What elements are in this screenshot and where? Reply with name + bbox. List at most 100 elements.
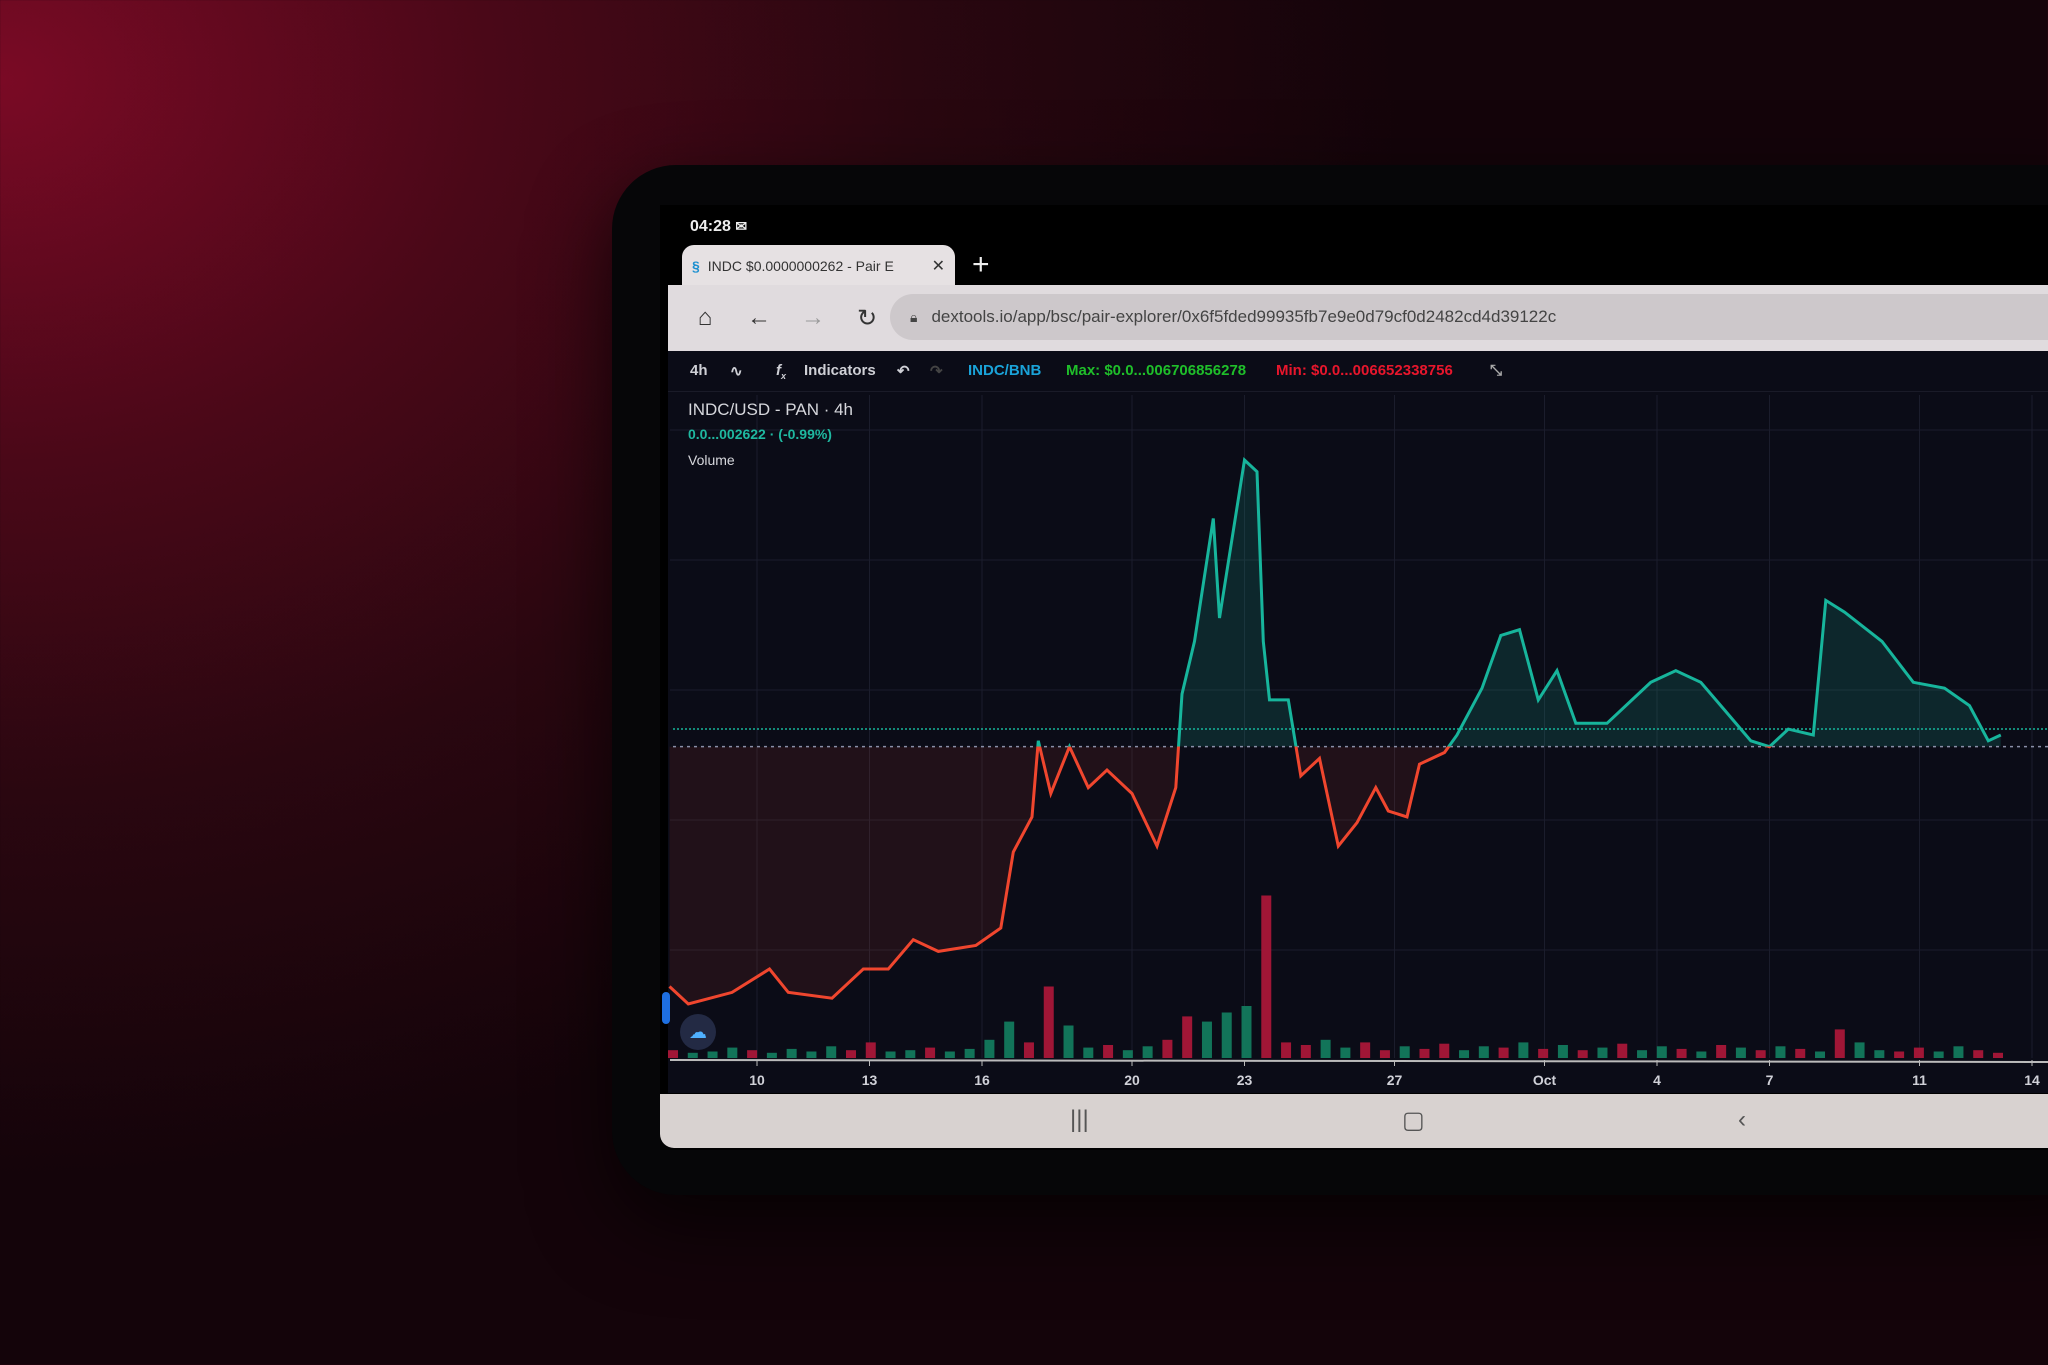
volume-bar bbox=[964, 1048, 975, 1058]
volume-bar bbox=[1973, 1050, 1984, 1058]
x-tick-label: 20 bbox=[1124, 1072, 1140, 1088]
volume-bar bbox=[826, 1046, 837, 1058]
volume-bar bbox=[1004, 1021, 1015, 1058]
volume-bar bbox=[1478, 1046, 1489, 1058]
interval-button[interactable]: 4h bbox=[690, 362, 708, 379]
volume-bar bbox=[1221, 1012, 1232, 1058]
back-chevron-icon[interactable]: ‹ bbox=[1738, 1106, 1746, 1133]
volume-bar bbox=[727, 1047, 738, 1058]
volume-bar bbox=[1281, 1042, 1292, 1058]
volume-bar bbox=[1913, 1047, 1924, 1058]
volume-bar bbox=[1637, 1050, 1648, 1058]
x-tick-label: 10 bbox=[749, 1072, 765, 1088]
volume-bar bbox=[885, 1051, 896, 1058]
x-tick-label: 27 bbox=[1387, 1072, 1403, 1088]
arrow-left-icon[interactable]: ← bbox=[747, 304, 771, 331]
volume-bar bbox=[1755, 1050, 1766, 1058]
volume-bar bbox=[1300, 1045, 1311, 1058]
volume-bar bbox=[1834, 1029, 1845, 1058]
volume-bar bbox=[1122, 1050, 1133, 1058]
volume-bar bbox=[1360, 1042, 1371, 1058]
volume-bar bbox=[1103, 1045, 1114, 1058]
redo-icon[interactable]: ↷ bbox=[930, 363, 943, 380]
volume-bar bbox=[1676, 1048, 1687, 1058]
recents-icon[interactable]: ||| bbox=[1070, 1106, 1089, 1133]
volume-bar bbox=[1815, 1051, 1826, 1058]
volume-bar bbox=[1498, 1047, 1509, 1058]
volume-bar bbox=[1518, 1042, 1529, 1058]
volume-bar bbox=[1320, 1039, 1331, 1058]
x-tick-label: 4 bbox=[1653, 1072, 1661, 1088]
undo-icon[interactable]: ↶ bbox=[897, 363, 910, 380]
volume-bar bbox=[1953, 1046, 1964, 1058]
status-bar: 04:28 ✉ bbox=[690, 218, 747, 236]
volume-bar bbox=[786, 1048, 797, 1058]
volume-bar bbox=[1142, 1046, 1153, 1058]
cloud-icon[interactable]: ☁ bbox=[680, 1014, 716, 1050]
x-tick-label: 16 bbox=[974, 1072, 990, 1088]
collapse-icon[interactable]: ⤡ bbox=[1490, 362, 1503, 379]
volume-bar bbox=[1043, 986, 1054, 1058]
price-line bbox=[668, 456, 2002, 1006]
x-tick-label: 23 bbox=[1237, 1072, 1253, 1088]
home-icon[interactable]: ⌂ bbox=[697, 304, 713, 331]
volume-bar bbox=[1894, 1051, 1905, 1058]
volume-bar bbox=[1241, 1006, 1252, 1058]
legend-title: INDC/USD - PAN · 4h bbox=[688, 400, 853, 419]
volume-bar bbox=[1340, 1047, 1351, 1058]
scroll-handle[interactable] bbox=[662, 992, 670, 1024]
indicators-button[interactable]: Indicators bbox=[804, 362, 876, 379]
volume-bar bbox=[1439, 1043, 1450, 1058]
volume-bar bbox=[1162, 1039, 1173, 1058]
volume-bar bbox=[668, 1050, 678, 1058]
legend-value: 0.0...002622 · (-0.99%) bbox=[688, 426, 832, 442]
volume-bar bbox=[1716, 1045, 1727, 1058]
volume-bar bbox=[1854, 1042, 1865, 1058]
mail-icon: ✉ bbox=[735, 218, 748, 234]
volume-bar bbox=[865, 1042, 876, 1058]
volume-bar bbox=[1617, 1043, 1628, 1058]
volume-bar bbox=[1775, 1046, 1786, 1058]
volume-bar bbox=[1597, 1047, 1608, 1058]
fx-icon[interactable]: fx bbox=[776, 362, 787, 381]
close-icon[interactable]: ✕ bbox=[931, 258, 945, 275]
volume-bar bbox=[1993, 1052, 2003, 1058]
volume-label: Volume bbox=[688, 452, 735, 468]
browser-tab[interactable]: § INDC $0.0000000262 - Pair E ✕ bbox=[682, 245, 955, 287]
home-circle-icon[interactable]: ▢ bbox=[1402, 1107, 1425, 1134]
volume-bar bbox=[845, 1050, 856, 1058]
volume-bar bbox=[1933, 1051, 1944, 1058]
x-axis bbox=[669, 1059, 2048, 1063]
volume-bar bbox=[1795, 1048, 1806, 1058]
volume-bar bbox=[1696, 1051, 1707, 1058]
dextools-logo-icon: § bbox=[692, 258, 700, 274]
volume-bar bbox=[1577, 1050, 1588, 1058]
arrow-right-icon[interactable]: → bbox=[801, 304, 825, 331]
volume-bar bbox=[1261, 895, 1272, 1058]
volume-bar bbox=[687, 1052, 698, 1058]
tab-title: INDC $0.0000000262 - Pair E bbox=[707, 258, 894, 274]
volume-bar bbox=[925, 1047, 936, 1058]
chart-area[interactable] bbox=[668, 351, 2048, 1093]
area-below-reference bbox=[669, 746, 1770, 1004]
pair-label[interactable]: INDC/BNB bbox=[968, 362, 1042, 379]
volume-bar bbox=[1459, 1050, 1470, 1058]
volume-bar bbox=[1023, 1042, 1034, 1058]
volume-bar bbox=[984, 1039, 995, 1058]
url-input[interactable]: 🔒︎ dextools.io/app/bsc/pair-explorer/0x6… bbox=[890, 294, 2048, 340]
reload-icon[interactable]: ↻ bbox=[856, 304, 878, 332]
volume-bar bbox=[944, 1051, 955, 1058]
volume-bar bbox=[1063, 1025, 1074, 1058]
volume-bar bbox=[1735, 1047, 1746, 1058]
volume-bar bbox=[806, 1051, 817, 1058]
plus-icon[interactable]: + bbox=[972, 248, 990, 281]
x-tick-label: 7 bbox=[1766, 1072, 1774, 1088]
status-time: 04:28 bbox=[690, 218, 731, 235]
x-tick-label: 14 bbox=[2024, 1072, 2040, 1088]
x-tick-label: Oct bbox=[1533, 1072, 1557, 1088]
volume-bar bbox=[1656, 1046, 1667, 1058]
chart-type-icon[interactable]: ∿ bbox=[730, 363, 743, 380]
volume-bar bbox=[1182, 1016, 1193, 1058]
x-tick-label: 11 bbox=[1912, 1072, 1927, 1088]
